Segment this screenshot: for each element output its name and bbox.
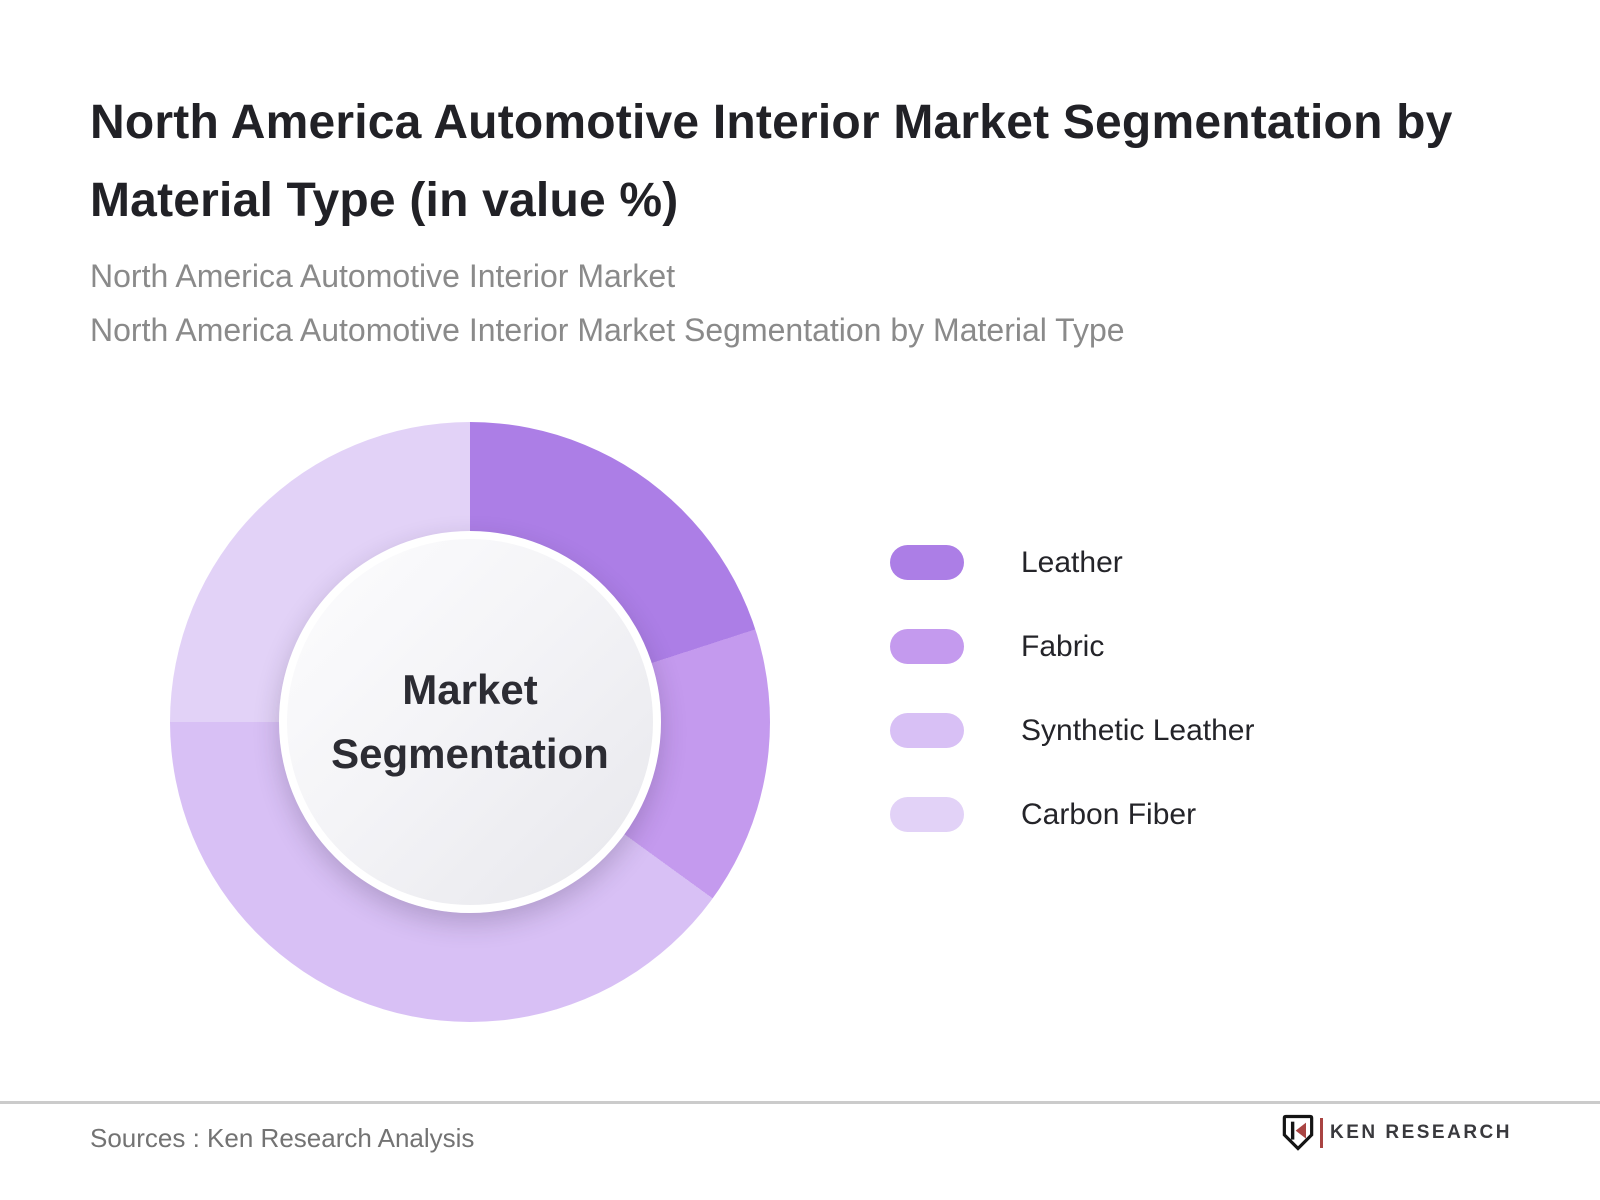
logo-divider-bar	[1319, 1117, 1323, 1148]
legend-item-carbon-fiber: Carbon Fiber	[890, 797, 1254, 832]
legend-label-leather: Leather	[1021, 546, 1123, 579]
donut-center: Market Segmentation	[279, 531, 661, 913]
legend-item-synthetic-leather: Synthetic Leather	[890, 713, 1254, 748]
legend-swatch-leather	[890, 545, 964, 580]
logo-wordmark: KEN RESEARCH	[1329, 1121, 1512, 1143]
legend-swatch-fabric	[890, 629, 964, 664]
donut-chart: Market Segmentation	[170, 422, 770, 1022]
page-title: North America Automotive Interior Market…	[90, 96, 1453, 227]
ken-research-logo: KEN RESEARCH	[1282, 1114, 1512, 1151]
footer-divider	[0, 1101, 1600, 1104]
legend-label-synthetic-leather: Synthetic Leather	[1021, 714, 1255, 747]
chart-legend: Leather Fabric Synthetic Leather Carbon …	[890, 545, 1254, 881]
donut-center-label: Market Segmentation	[331, 666, 609, 777]
legend-item-fabric: Fabric	[890, 629, 1254, 664]
legend-label-carbon-fiber: Carbon Fiber	[1021, 798, 1197, 831]
source-note: Sources : Ken Research Analysis	[90, 1123, 475, 1153]
subtitle-line-1: North America Automotive Interior Market	[90, 258, 676, 294]
ken-research-shield-icon	[1282, 1114, 1314, 1151]
legend-item-leather: Leather	[890, 545, 1254, 580]
legend-swatch-carbon-fiber	[890, 797, 964, 832]
subtitle-line-2: North America Automotive Interior Market…	[90, 312, 1125, 348]
legend-label-fabric: Fabric	[1021, 630, 1105, 663]
legend-swatch-synthetic-leather	[890, 713, 964, 748]
